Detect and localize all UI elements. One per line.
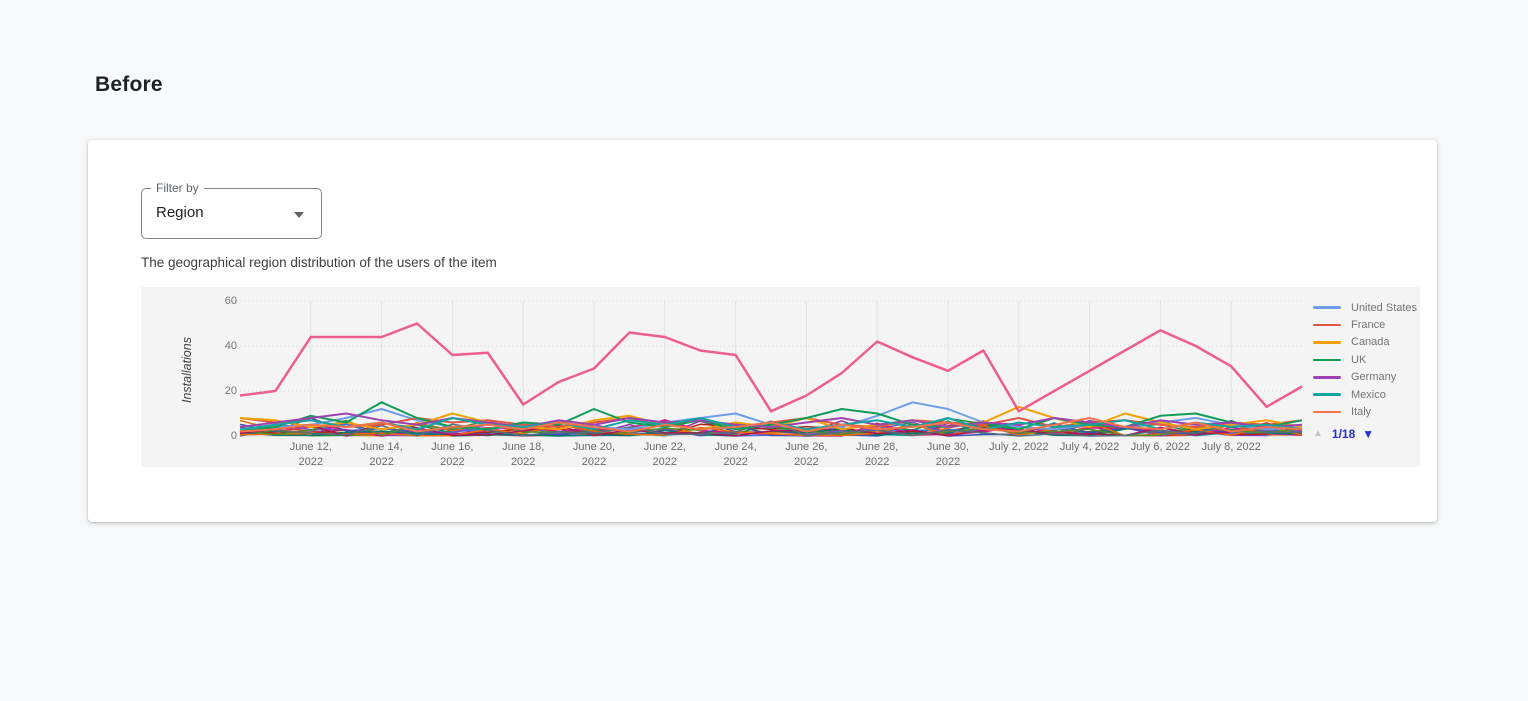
legend-swatch <box>1313 323 1341 327</box>
legend-item-france[interactable]: France <box>1313 316 1419 333</box>
filter-by-floating-label: Filter by <box>151 181 204 195</box>
legend-item-mexico[interactable]: Mexico <box>1313 386 1419 403</box>
y-tick-label: 60 <box>224 295 237 307</box>
x-tick-label: July 6, 2022 <box>1130 441 1191 453</box>
legend-label: Canada <box>1351 336 1390 349</box>
highlighted-series-line <box>239 322 1303 413</box>
page-title: Before <box>95 73 163 96</box>
chart-legend: United States France Canada UK Germany Mexico… <box>1313 299 1419 441</box>
background-series <box>239 420 1303 437</box>
legend-swatch <box>1313 358 1341 362</box>
y-axis-title: Installations <box>180 336 194 404</box>
legend-swatch <box>1313 306 1341 309</box>
legend-label: Italy <box>1351 406 1372 419</box>
legend-label: France <box>1351 319 1386 332</box>
chart-description: The geographical region distribution of … <box>141 255 497 270</box>
x-tick-label: July 8, 2022 <box>1201 441 1261 453</box>
y-tick-label: 40 <box>224 340 237 352</box>
series-line-italy <box>239 417 1303 433</box>
x-tick-label: June 16, 2022 <box>431 441 474 468</box>
x-tick-label: June 18, 2022 <box>502 441 545 468</box>
dropdown-caret-icon <box>294 212 304 218</box>
legend-label: UK <box>1351 353 1367 366</box>
chart-panel: Installations 0 20 40 60 June 12, 2022 June 1… <box>141 287 1420 468</box>
filter-by-selected-value: Region <box>156 204 204 221</box>
legend-pagination: ▲ 1/18 ▼ <box>1313 427 1419 441</box>
x-tick-label: June 14, 2022 <box>360 441 403 468</box>
x-tick-label: July 2, 2022 <box>989 441 1049 453</box>
y-tick-label: 0 <box>230 430 237 442</box>
x-tick-label: June 30, 2022 <box>926 441 970 468</box>
legend-label: United States <box>1351 301 1418 314</box>
legend-item-italy[interactable]: Italy <box>1313 403 1419 420</box>
metric-card: Filter by Region The geographical region… <box>88 140 1437 522</box>
x-tick-label: June 20, 2022 <box>572 441 616 468</box>
x-tick-label: July 4, 2022 <box>1059 441 1120 453</box>
legend-page-down-icon[interactable]: ▼ <box>1362 426 1375 441</box>
line-chart <box>239 300 1303 437</box>
legend-item-united-states[interactable]: United States <box>1313 299 1419 316</box>
x-tick-label: June 28, 2022 <box>856 441 899 468</box>
x-tick-label: June 22, 2022 <box>643 441 686 468</box>
y-tick-label: 20 <box>224 385 237 397</box>
legend-label: Germany <box>1351 371 1397 384</box>
legend-item-uk[interactable]: UK <box>1313 351 1419 368</box>
x-tick-label: June 26, 2022 <box>785 441 828 468</box>
legend-swatch <box>1313 410 1341 414</box>
legend-page-indicator: 1/18 <box>1331 426 1356 441</box>
legend-swatch <box>1313 393 1341 396</box>
legend-swatch <box>1313 375 1341 379</box>
legend-item-canada[interactable]: Canada <box>1313 334 1419 351</box>
x-tick-label: June 12, 2022 <box>289 441 332 468</box>
x-tick-label: June 24, 2022 <box>714 441 757 468</box>
legend-swatch <box>1313 341 1341 344</box>
legend-label: Mexico <box>1351 388 1386 401</box>
legend-page-up-icon[interactable]: ▲ <box>1313 428 1323 440</box>
legend-item-germany[interactable]: Germany <box>1313 369 1419 386</box>
filter-by-select[interactable]: Filter by Region <box>141 181 322 239</box>
